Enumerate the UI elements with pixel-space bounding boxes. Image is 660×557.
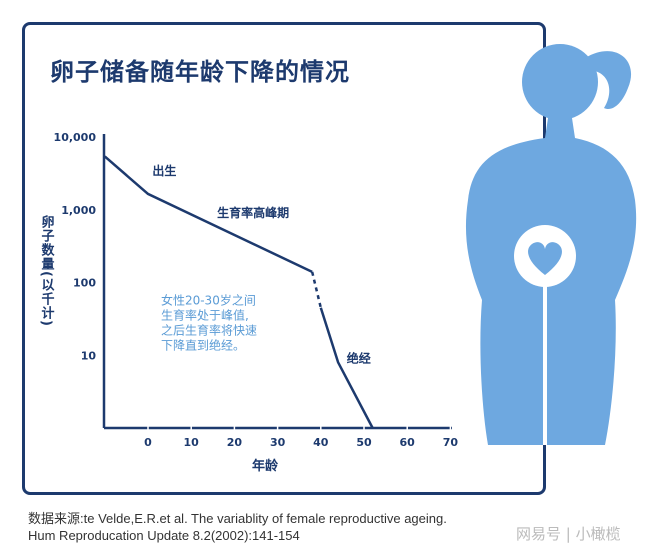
x-axis-label: 年龄: [252, 458, 279, 474]
ponytail-icon: [585, 51, 632, 110]
y-tick-label: 10: [81, 349, 97, 362]
annotation: 女性20-30岁之间生育率处于峰值,之后生育率将快速下降直到绝经。: [161, 292, 257, 352]
x-tick-label: 20: [227, 436, 243, 449]
x-tick-label: 30: [270, 436, 286, 449]
y-tick-label: 10,000: [54, 131, 97, 144]
chart-title: 卵子储备随年龄下降的情况: [50, 58, 350, 86]
annotation: 出生: [152, 163, 176, 178]
watermark: 网易号 | 小橄榄: [516, 525, 621, 543]
source-line-1: 数据来源:te Velde,E.R.et al. The variablity …: [28, 511, 447, 526]
x-tick-label: 70: [443, 436, 459, 449]
heart-icon: [528, 242, 562, 275]
series-line: [310, 271, 323, 309]
source-citation: 数据来源:te Velde,E.R.et al. The variablity …: [28, 510, 447, 544]
source-line-2: Hum Reproducation Update 8.2(2002):141-1…: [28, 528, 300, 543]
series-line: [103, 155, 313, 273]
y-tick-label: 100: [73, 277, 96, 290]
figure-head: [522, 44, 598, 120]
x-tick-label: 10: [184, 436, 200, 449]
x-tick-label: 50: [356, 436, 372, 449]
series-line: [319, 307, 374, 429]
x-tick-label: 40: [313, 436, 329, 449]
annotation: 生育率高峰期: [217, 205, 289, 220]
annotation: 绝经: [347, 350, 371, 365]
x-tick-label: 0: [144, 436, 152, 449]
y-axis-label: 卵子数量(以千计): [39, 214, 55, 326]
x-tick-label: 60: [400, 436, 416, 449]
y-tick-label: 1,000: [61, 204, 96, 217]
